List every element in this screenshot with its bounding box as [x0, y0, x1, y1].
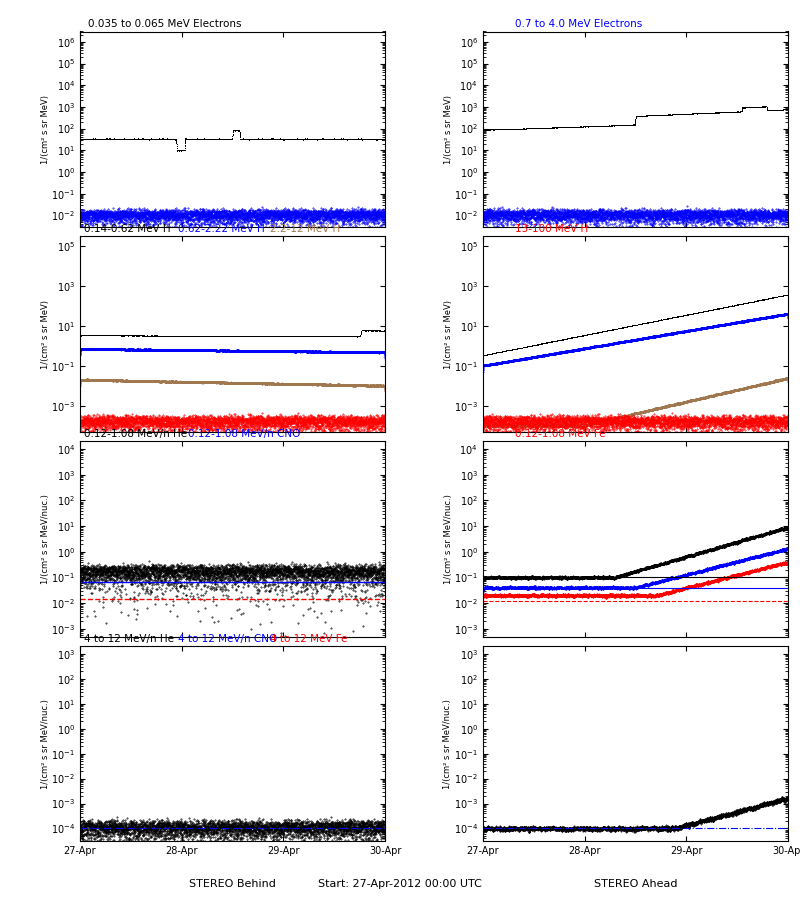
Text: 0.62-2.22 MeV H: 0.62-2.22 MeV H	[178, 224, 265, 234]
Text: STEREO Behind: STEREO Behind	[189, 879, 276, 889]
Text: 13-100 MeV H: 13-100 MeV H	[515, 224, 588, 234]
Y-axis label: 1/(cm² s sr MeV): 1/(cm² s sr MeV)	[443, 300, 453, 368]
Y-axis label: 1/(cm² s sr MeV): 1/(cm² s sr MeV)	[41, 300, 50, 368]
Text: 0.12-1.08 MeV/n CNO: 0.12-1.08 MeV/n CNO	[188, 428, 300, 438]
Text: 0.14-0.62 MeV H: 0.14-0.62 MeV H	[84, 224, 170, 234]
Text: 2.2-12 MeV H: 2.2-12 MeV H	[270, 224, 341, 234]
Text: 0.12-1.08 MeV/n He: 0.12-1.08 MeV/n He	[84, 428, 187, 438]
Y-axis label: 1/(cm² s sr MeV/nuc.): 1/(cm² s sr MeV/nuc.)	[443, 699, 452, 788]
Y-axis label: 1/(cm² s sr MeV/nuc.): 1/(cm² s sr MeV/nuc.)	[41, 494, 50, 584]
Text: 0.7 to 4.0 MeV Electrons: 0.7 to 4.0 MeV Electrons	[515, 19, 642, 29]
Y-axis label: 1/(cm² s sr MeV/nuc.): 1/(cm² s sr MeV/nuc.)	[41, 699, 50, 788]
Text: 4 to 12 MeV Fe: 4 to 12 MeV Fe	[270, 634, 347, 643]
Text: 4 to 12 MeV/n He: 4 to 12 MeV/n He	[84, 634, 174, 643]
Text: 4 to 12 MeV/n CNO: 4 to 12 MeV/n CNO	[178, 634, 277, 643]
Text: 0.12-1.08 MeV Fe: 0.12-1.08 MeV Fe	[515, 428, 606, 438]
Text: STEREO Ahead: STEREO Ahead	[594, 879, 677, 889]
Y-axis label: 1/(cm² s sr MeV): 1/(cm² s sr MeV)	[41, 94, 50, 164]
Y-axis label: 1/(cm² s sr MeV/nuc.): 1/(cm² s sr MeV/nuc.)	[443, 494, 453, 584]
Y-axis label: 1/(cm² s sr MeV): 1/(cm² s sr MeV)	[444, 94, 453, 164]
Text: 0.035 to 0.065 MeV Electrons: 0.035 to 0.065 MeV Electrons	[88, 19, 242, 29]
Text: Start: 27-Apr-2012 00:00 UTC: Start: 27-Apr-2012 00:00 UTC	[318, 879, 482, 889]
